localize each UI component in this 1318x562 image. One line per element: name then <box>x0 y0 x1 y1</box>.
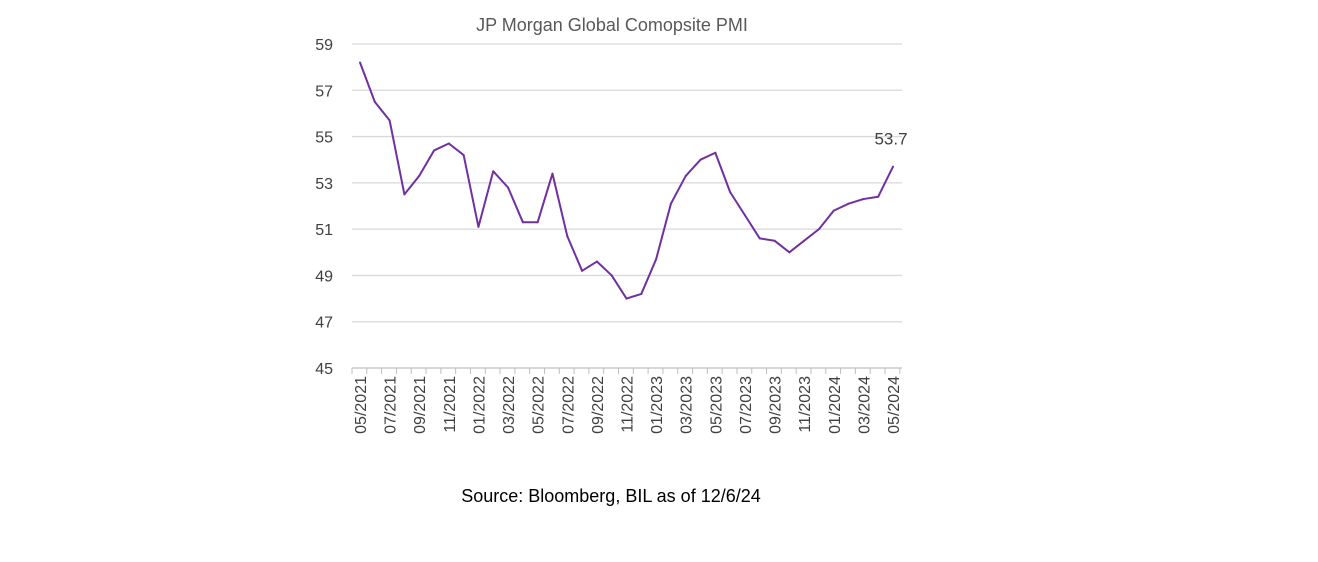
data-point <box>359 61 361 64</box>
y-tick-label: 49 <box>315 268 333 285</box>
y-tick-label: 53 <box>315 176 333 193</box>
series-line <box>359 62 894 300</box>
x-tick-label: 03/2023 <box>679 376 696 434</box>
data-point <box>388 119 391 122</box>
data-point <box>462 154 465 157</box>
y-tick-label: 51 <box>315 222 333 239</box>
data-point <box>788 251 791 254</box>
y-tick-label: 47 <box>315 315 333 332</box>
y-axis-tick-labels: 45 47 49 51 53 55 57 59 <box>315 37 333 378</box>
x-tick-label: 05/2021 <box>353 376 370 434</box>
chart-title: JP Morgan Global Comopsite PMI <box>476 15 748 35</box>
data-point <box>507 186 510 189</box>
data-point <box>610 274 613 277</box>
data-point <box>862 198 865 201</box>
data-point <box>373 100 376 103</box>
x-tick-label: 01/2023 <box>649 376 666 434</box>
data-point <box>803 239 806 242</box>
x-tick-label: 03/2022 <box>501 376 518 434</box>
data-point <box>581 269 584 272</box>
x-tick-label: 09/2023 <box>768 376 785 434</box>
x-tick-label: 07/2022 <box>560 376 577 434</box>
data-point <box>892 165 894 168</box>
data-point <box>699 158 702 161</box>
x-tick-label: 05/2022 <box>531 376 548 434</box>
x-axis: 05/2021 07/2021 09/2021 11/2021 01/2022 03/20… <box>351 367 903 434</box>
x-tick-label: 05/2024 <box>886 376 903 434</box>
data-point <box>669 202 672 205</box>
data-point <box>418 174 421 177</box>
gridlines <box>352 43 902 323</box>
data-point <box>847 202 850 205</box>
y-tick-label: 55 <box>315 130 333 147</box>
x-tick-label: 09/2022 <box>590 376 607 434</box>
data-point <box>477 225 480 228</box>
data-point <box>595 260 598 263</box>
x-tick-label: 07/2021 <box>383 376 400 434</box>
data-point <box>625 297 628 300</box>
data-point <box>640 292 643 295</box>
x-tick-label: 05/2023 <box>708 376 725 434</box>
data-point <box>877 195 880 198</box>
y-tick-label: 59 <box>315 37 333 54</box>
y-tick-label: 45 <box>315 361 333 378</box>
data-point <box>566 235 569 238</box>
series-group <box>359 61 894 300</box>
data-label: 53.7 <box>874 130 907 149</box>
data-point <box>714 151 717 154</box>
data-point <box>758 237 761 240</box>
data-point <box>817 228 820 231</box>
data-point <box>403 193 406 196</box>
data-point <box>684 174 687 177</box>
annotations: 53.7 <box>874 130 907 149</box>
source-note: Source: Bloomberg, BIL as of 12/6/24 <box>461 486 761 506</box>
x-tick-label: 03/2024 <box>856 376 873 434</box>
data-point <box>433 149 436 152</box>
data-point <box>447 142 450 145</box>
data-point <box>773 239 776 242</box>
data-point <box>521 221 524 224</box>
x-tick-label: 11/2021 <box>442 376 459 433</box>
x-tick-label: 01/2024 <box>827 376 844 434</box>
data-point <box>743 214 746 217</box>
data-point <box>551 172 554 175</box>
data-point <box>729 191 732 194</box>
data-point <box>832 209 835 212</box>
y-tick-label: 57 <box>315 83 333 100</box>
data-point <box>536 221 539 224</box>
x-tick-label: 09/2021 <box>412 376 429 434</box>
x-tick-label: 11/2023 <box>797 376 814 433</box>
data-point <box>655 258 658 261</box>
x-tick-label: 11/2022 <box>620 376 637 433</box>
data-point <box>492 170 495 173</box>
x-tick-label: 01/2022 <box>471 376 488 434</box>
x-tick-label: 07/2023 <box>738 376 755 434</box>
